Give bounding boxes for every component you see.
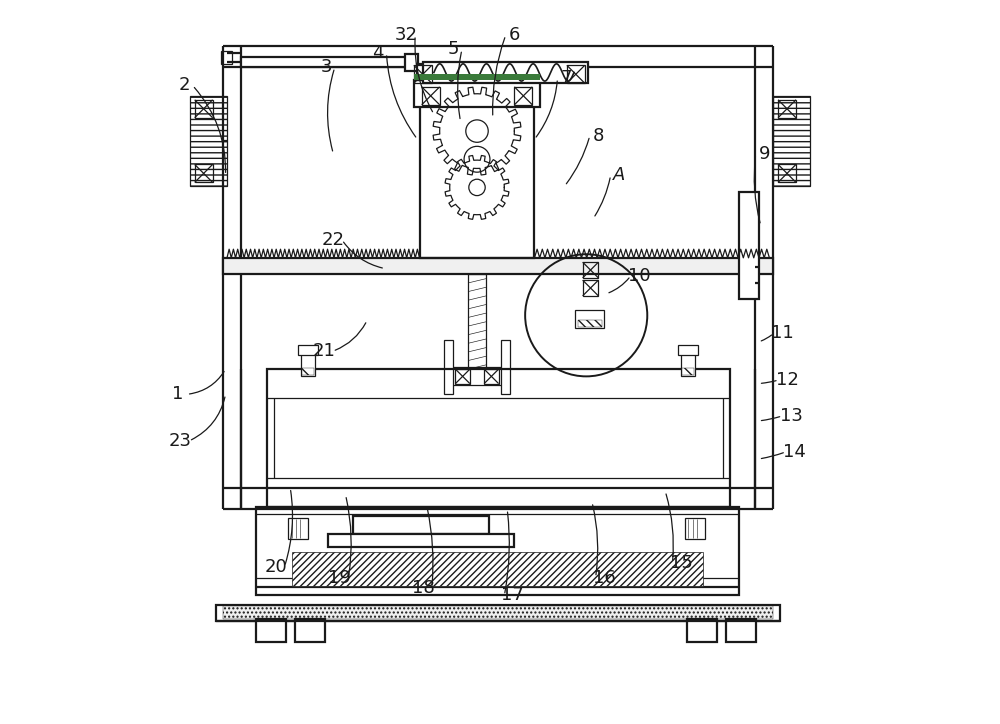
- Bar: [682, 368, 694, 375]
- Text: 19: 19: [328, 568, 351, 586]
- Text: 6: 6: [509, 26, 520, 44]
- Bar: [414, 65, 432, 83]
- Bar: [484, 369, 499, 384]
- Bar: [353, 516, 489, 534]
- Bar: [256, 507, 739, 596]
- Text: 9: 9: [759, 145, 770, 163]
- Text: 7: 7: [560, 70, 572, 87]
- Text: 12: 12: [776, 371, 799, 389]
- Bar: [452, 367, 504, 385]
- Text: 18: 18: [412, 579, 435, 597]
- Text: 4: 4: [372, 44, 384, 62]
- Bar: [578, 319, 602, 327]
- Text: 15: 15: [670, 554, 692, 572]
- Bar: [687, 619, 717, 642]
- Bar: [423, 62, 588, 83]
- Text: 14: 14: [783, 443, 806, 460]
- Bar: [678, 345, 698, 355]
- Text: 17: 17: [501, 586, 524, 605]
- Text: 22: 22: [322, 231, 345, 249]
- Bar: [301, 351, 315, 376]
- Bar: [241, 57, 416, 67]
- Bar: [190, 96, 227, 186]
- Bar: [405, 54, 418, 71]
- Bar: [501, 340, 510, 395]
- Bar: [417, 64, 537, 80]
- Text: 32: 32: [395, 26, 418, 44]
- Bar: [567, 65, 585, 83]
- Bar: [583, 280, 598, 296]
- Bar: [778, 164, 796, 182]
- Text: 2: 2: [178, 77, 190, 94]
- Bar: [216, 605, 780, 620]
- Bar: [685, 518, 705, 539]
- Bar: [195, 164, 213, 182]
- Bar: [298, 345, 318, 355]
- Text: 16: 16: [593, 568, 616, 586]
- Text: 23: 23: [169, 432, 192, 450]
- Text: 3: 3: [320, 59, 332, 77]
- Bar: [414, 80, 540, 107]
- Bar: [422, 87, 440, 105]
- Bar: [227, 259, 769, 273]
- Text: 13: 13: [780, 407, 802, 425]
- Text: 20: 20: [264, 557, 287, 576]
- Bar: [221, 51, 232, 64]
- Bar: [256, 619, 286, 642]
- Text: A: A: [613, 167, 625, 184]
- Text: 10: 10: [628, 266, 651, 285]
- Bar: [681, 351, 695, 376]
- Bar: [328, 534, 514, 547]
- Text: 5: 5: [448, 41, 459, 59]
- Bar: [575, 311, 604, 328]
- Bar: [267, 369, 730, 507]
- Text: 8: 8: [593, 127, 604, 145]
- Bar: [420, 82, 534, 258]
- Bar: [583, 262, 598, 278]
- Bar: [468, 274, 486, 369]
- Bar: [778, 100, 796, 118]
- Bar: [223, 258, 773, 274]
- Bar: [444, 340, 453, 395]
- Text: 11: 11: [771, 324, 794, 342]
- Bar: [302, 368, 314, 375]
- Bar: [739, 192, 759, 300]
- Bar: [223, 606, 773, 619]
- Bar: [773, 96, 810, 186]
- Bar: [195, 100, 213, 118]
- Bar: [292, 552, 703, 586]
- Text: 1: 1: [172, 385, 184, 403]
- Bar: [726, 619, 756, 642]
- Bar: [295, 619, 325, 642]
- Text: 21: 21: [313, 342, 335, 361]
- Bar: [514, 87, 532, 105]
- Bar: [288, 518, 308, 539]
- Bar: [455, 369, 470, 384]
- Bar: [414, 74, 540, 80]
